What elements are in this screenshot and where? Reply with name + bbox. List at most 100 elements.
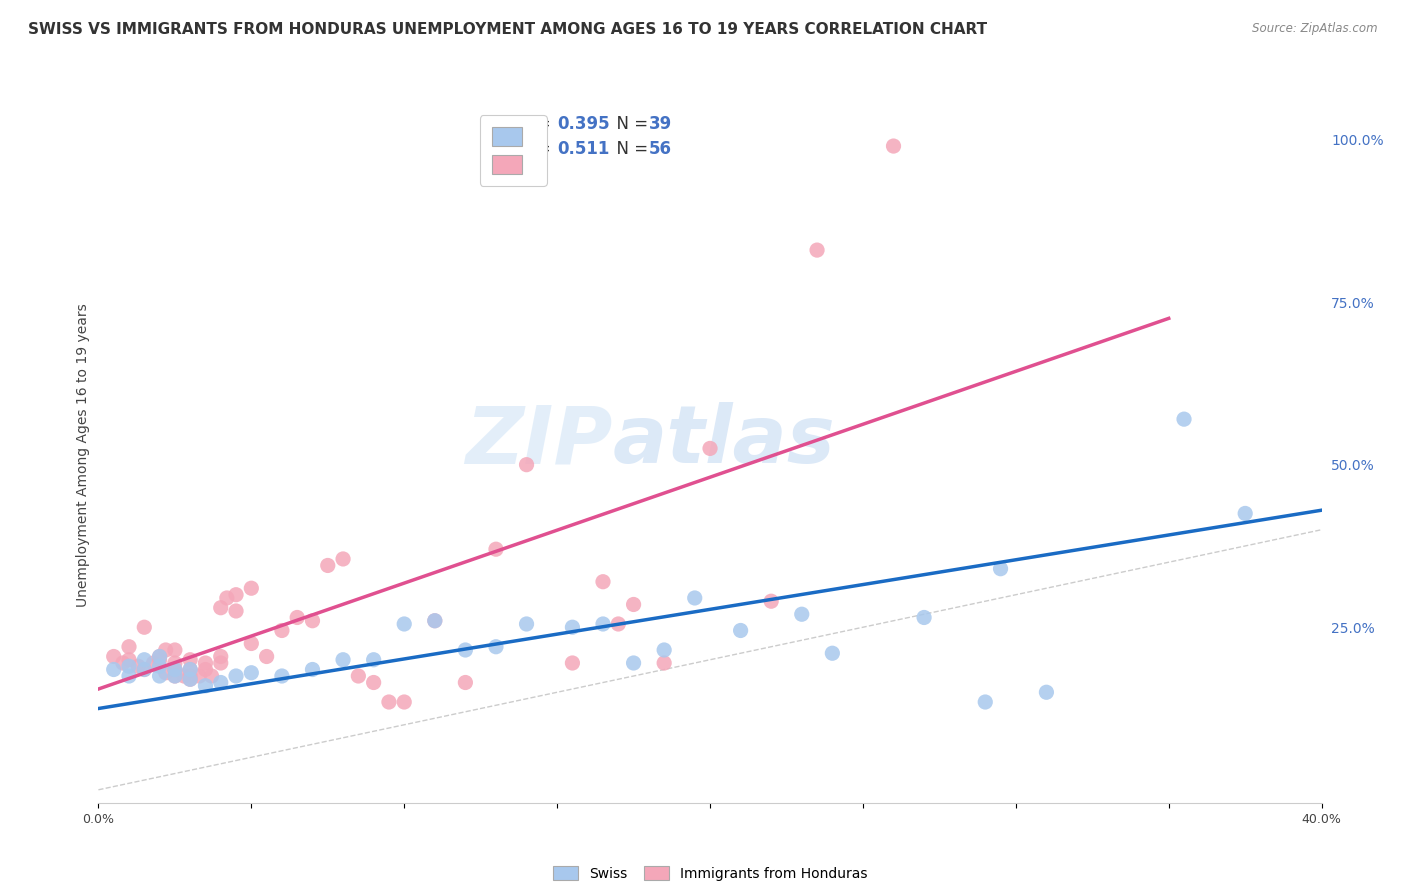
Point <box>134 663 156 677</box>
Point <box>683 591 706 605</box>
Point <box>155 665 177 680</box>
Point <box>699 442 721 456</box>
Point <box>163 663 186 677</box>
Point <box>200 669 222 683</box>
Point <box>652 643 675 657</box>
Point <box>270 669 292 683</box>
Point <box>974 695 997 709</box>
Text: R =: R = <box>520 140 561 158</box>
Point <box>134 653 156 667</box>
Point <box>179 672 201 686</box>
Point <box>316 558 339 573</box>
Legend: Swiss, Immigrants from Honduras: Swiss, Immigrants from Honduras <box>547 861 873 887</box>
Point <box>118 669 141 683</box>
Point <box>561 656 583 670</box>
Point <box>179 653 201 667</box>
Point <box>332 552 354 566</box>
Point <box>806 243 828 257</box>
Point <box>392 695 416 709</box>
Point <box>103 663 125 677</box>
Point <box>225 588 247 602</box>
Point <box>149 649 172 664</box>
Point <box>163 643 186 657</box>
Point <box>623 598 645 612</box>
Point <box>179 663 201 677</box>
Text: Source: ZipAtlas.com: Source: ZipAtlas.com <box>1253 22 1378 36</box>
Point <box>225 669 247 683</box>
Point <box>332 653 354 667</box>
Point <box>378 695 401 709</box>
Text: 0.395: 0.395 <box>557 115 610 134</box>
Point <box>118 653 141 667</box>
Point <box>592 617 614 632</box>
Point <box>347 669 370 683</box>
Point <box>990 562 1012 576</box>
Point <box>209 600 232 615</box>
Point <box>111 656 134 670</box>
Text: SWISS VS IMMIGRANTS FROM HONDURAS UNEMPLOYMENT AMONG AGES 16 TO 19 YEARS CORRELA: SWISS VS IMMIGRANTS FROM HONDURAS UNEMPL… <box>28 22 987 37</box>
Point <box>1173 412 1195 426</box>
Point <box>163 656 186 670</box>
Point <box>790 607 813 622</box>
Point <box>163 663 186 677</box>
Point <box>209 656 232 670</box>
Point <box>209 649 232 664</box>
Point <box>179 672 201 686</box>
Point <box>485 640 508 654</box>
Text: N =: N = <box>606 115 654 134</box>
Point <box>179 663 201 677</box>
Point <box>623 656 645 670</box>
Text: 56: 56 <box>650 140 672 158</box>
Point <box>392 617 416 632</box>
Point <box>149 649 172 664</box>
Text: N =: N = <box>606 140 654 158</box>
Point <box>149 653 172 667</box>
Point <box>454 643 477 657</box>
Point <box>149 659 172 673</box>
Point <box>215 591 238 605</box>
Point <box>179 669 201 683</box>
Text: 39: 39 <box>650 115 672 134</box>
Point <box>142 656 165 670</box>
Point <box>149 669 172 683</box>
Point <box>103 649 125 664</box>
Text: R =: R = <box>520 115 557 134</box>
Point <box>240 636 263 650</box>
Point <box>423 614 446 628</box>
Point <box>423 614 446 628</box>
Point <box>485 542 508 557</box>
Point <box>155 643 177 657</box>
Point <box>652 656 675 670</box>
Point <box>592 574 614 589</box>
Y-axis label: Unemployment Among Ages 16 to 19 years: Unemployment Among Ages 16 to 19 years <box>76 303 90 607</box>
Point <box>173 669 195 683</box>
Point <box>225 604 247 618</box>
Point <box>134 663 156 677</box>
Point <box>240 665 263 680</box>
Point <box>1234 507 1257 521</box>
Point <box>821 646 844 660</box>
Point <box>163 669 186 683</box>
Point <box>363 653 385 667</box>
Point <box>759 594 782 608</box>
Point <box>134 620 156 634</box>
Point <box>363 675 385 690</box>
Point <box>240 581 263 595</box>
Point <box>163 669 186 683</box>
Point <box>561 620 583 634</box>
Point <box>301 614 323 628</box>
Text: atlas: atlas <box>612 402 835 480</box>
Point <box>285 610 308 624</box>
Point <box>194 656 217 670</box>
Point <box>454 675 477 690</box>
Point <box>188 669 211 683</box>
Point <box>301 663 323 677</box>
Text: 0.511: 0.511 <box>557 140 610 158</box>
Point <box>127 659 149 673</box>
Point <box>516 617 538 632</box>
Point <box>607 617 630 632</box>
Point <box>516 458 538 472</box>
Point <box>118 659 141 673</box>
Point <box>209 675 232 690</box>
Point <box>912 610 935 624</box>
